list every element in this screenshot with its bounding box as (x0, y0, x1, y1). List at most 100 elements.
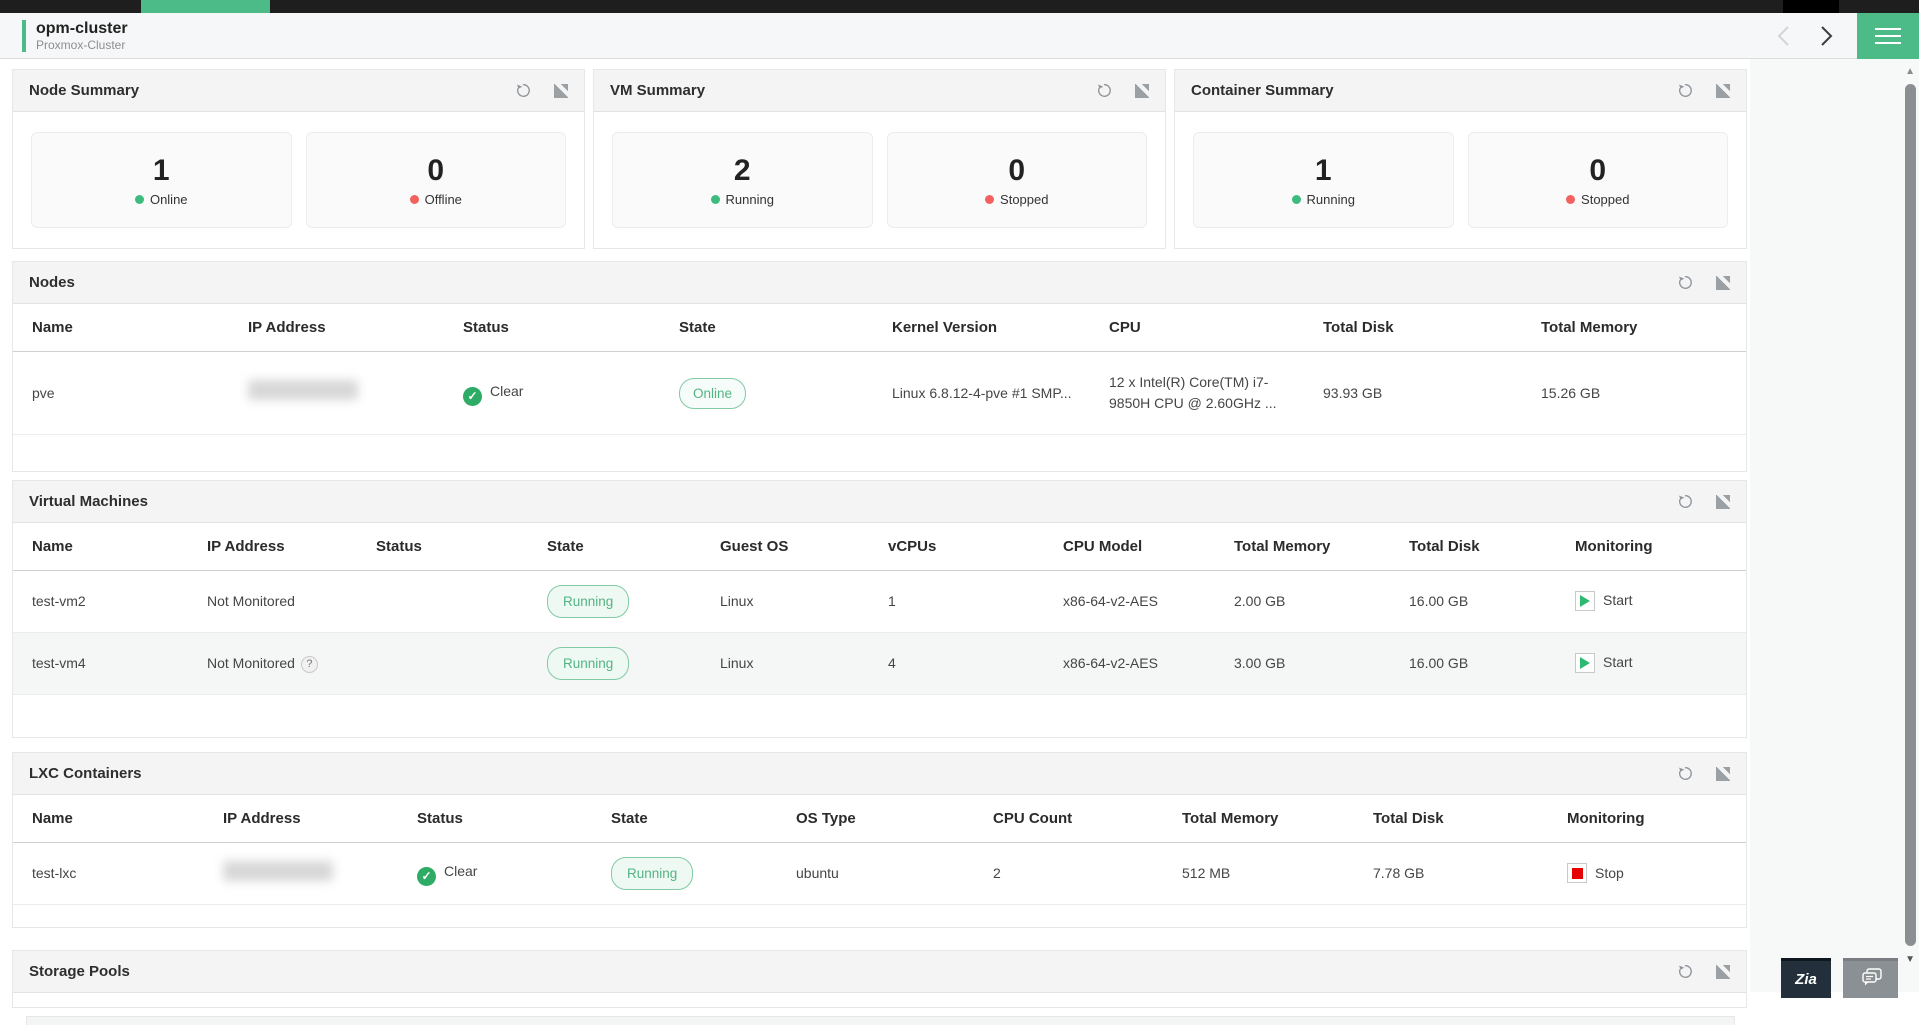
column-header: Monitoring (1548, 795, 1746, 843)
vm-summary-card: VM Summary 2 Running 0 Stopped (593, 69, 1166, 249)
stat-value: 0 (1589, 154, 1606, 188)
column-header: Kernel Version (873, 304, 1090, 352)
widget-header: Node Summary (13, 70, 584, 112)
refresh-icon[interactable] (1677, 82, 1694, 99)
expand-icon[interactable] (1716, 767, 1730, 781)
summary-cards-row: Node Summary 1 Online 0 Offline (12, 69, 1747, 249)
table-row: pve ✓Clear Online Linux 6.8.12-4-pve #1 … (13, 352, 1746, 435)
column-header: Total Memory (1215, 523, 1390, 571)
card-body: 1 Running 0 Stopped (1175, 112, 1746, 248)
storage-pools-widget: Storage Pools (12, 950, 1747, 1008)
vm-cpumodel-cell: x86-64-v2-AES (1044, 633, 1215, 695)
column-header: Name (13, 304, 229, 352)
column-header: State (592, 795, 777, 843)
stat-label: Stopped (985, 192, 1048, 207)
header-nav-arrows (1777, 25, 1833, 47)
status-text: Clear (444, 863, 477, 879)
redacted-ip (223, 861, 333, 881)
stat-box-online: 1 Online (31, 132, 292, 228)
vm-disk-cell: 16.00 GB (1390, 633, 1556, 695)
expand-icon[interactable] (1716, 276, 1730, 290)
column-header: Total Memory (1522, 304, 1746, 352)
refresh-icon[interactable] (1096, 82, 1113, 99)
status-dot-down-icon (1566, 195, 1575, 204)
lxc-containers-widget: LXC Containers Name IP Address Status St… (12, 752, 1747, 928)
node-memory-cell: 15.26 GB (1522, 352, 1746, 435)
expand-icon[interactable] (554, 84, 568, 98)
hamburger-menu-button[interactable] (1857, 13, 1919, 59)
page-subtitle: Proxmox-Cluster (36, 38, 128, 52)
vm-status-cell (357, 633, 528, 695)
lxc-state-cell: Running (592, 843, 777, 905)
refresh-icon[interactable] (1677, 493, 1694, 510)
column-header: Name (13, 795, 204, 843)
start-monitoring-button[interactable]: Start (1575, 590, 1633, 611)
widget-empty-space (13, 905, 1746, 927)
expand-icon[interactable] (1716, 84, 1730, 98)
table-header-row: Name IP Address Status State OS Type CPU… (13, 795, 1746, 843)
scroll-up-arrow[interactable]: ▲ (1905, 66, 1915, 77)
action-label: Stop (1595, 863, 1624, 884)
widget-header: Container Summary (1175, 70, 1746, 112)
table-row: test-lxc ✓Clear Running ubuntu 2 512 MB … (13, 843, 1746, 905)
scroll-down-arrow[interactable]: ▼ (1905, 954, 1915, 965)
node-summary-card: Node Summary 1 Online 0 Offline (12, 69, 585, 249)
table-row: test-vm4 Not Monitored? Running Linux 4 … (13, 633, 1746, 695)
chevron-right-icon[interactable] (1819, 25, 1833, 47)
lxc-name-cell: test-lxc (13, 843, 204, 905)
widget-empty-space (13, 435, 1746, 471)
lxc-table: Name IP Address Status State OS Type CPU… (13, 795, 1746, 905)
column-header: CPU Count (974, 795, 1163, 843)
vm-state-cell: Running (528, 633, 701, 695)
vm-ip-cell: Not Monitored? (188, 633, 357, 695)
container-summary-card: Container Summary 1 Running 0 St (1174, 69, 1747, 249)
menu-bar (1875, 42, 1901, 44)
app-header: opm-cluster Proxmox-Cluster (0, 13, 1919, 59)
refresh-icon[interactable] (1677, 274, 1694, 291)
action-label: Start (1603, 590, 1633, 611)
refresh-icon[interactable] (515, 82, 532, 99)
widget-header: Virtual Machines (13, 481, 1746, 523)
vm-monitoring-cell: Start (1556, 571, 1746, 633)
scrollbar-thumb[interactable] (1905, 84, 1916, 946)
stop-monitoring-button[interactable]: Stop (1567, 863, 1624, 884)
help-icon[interactable]: ? (301, 656, 318, 673)
expand-icon[interactable] (1135, 84, 1149, 98)
vm-memory-cell: 2.00 GB (1215, 571, 1390, 633)
play-icon (1575, 653, 1595, 673)
vms-table: Name IP Address Status State Guest OS vC… (13, 523, 1746, 695)
zia-logo: Zia (1795, 971, 1817, 988)
expand-icon[interactable] (1716, 965, 1730, 979)
stat-label: Offline (410, 192, 462, 207)
title-block: opm-cluster Proxmox-Cluster (36, 20, 128, 52)
stat-label: Online (135, 192, 188, 207)
status-dot-up-icon (1292, 195, 1301, 204)
zia-assistant-button[interactable]: Zia (1781, 958, 1831, 998)
column-header: Total Memory (1163, 795, 1354, 843)
chevron-left-icon[interactable] (1777, 25, 1791, 47)
stat-label-text: Stopped (1000, 192, 1048, 207)
stat-label-text: Running (726, 192, 774, 207)
widget-title: Storage Pools (29, 963, 130, 980)
widget-header: Storage Pools (13, 951, 1746, 993)
ip-text: Not Monitored (207, 655, 295, 671)
refresh-icon[interactable] (1677, 963, 1694, 980)
card-body: 1 Online 0 Offline (13, 112, 584, 248)
expand-icon[interactable] (1716, 495, 1730, 509)
column-header: Guest OS (701, 523, 869, 571)
column-header: CPU (1090, 304, 1304, 352)
column-header: OS Type (777, 795, 974, 843)
topbar-green-segment (141, 0, 270, 13)
right-margin-panel (1750, 59, 1919, 992)
status-dot-down-icon (985, 195, 994, 204)
start-monitoring-button[interactable]: Start (1575, 652, 1633, 673)
page-title: opm-cluster (36, 20, 128, 38)
state-badge: Running (547, 647, 629, 680)
lxc-cpucount-cell: 2 (974, 843, 1163, 905)
widget-title: VM Summary (610, 82, 705, 99)
refresh-icon[interactable] (1677, 765, 1694, 782)
column-header: IP Address (188, 523, 357, 571)
column-header: IP Address (229, 304, 444, 352)
feedback-button[interactable] (1843, 958, 1898, 998)
column-header: Name (13, 523, 188, 571)
